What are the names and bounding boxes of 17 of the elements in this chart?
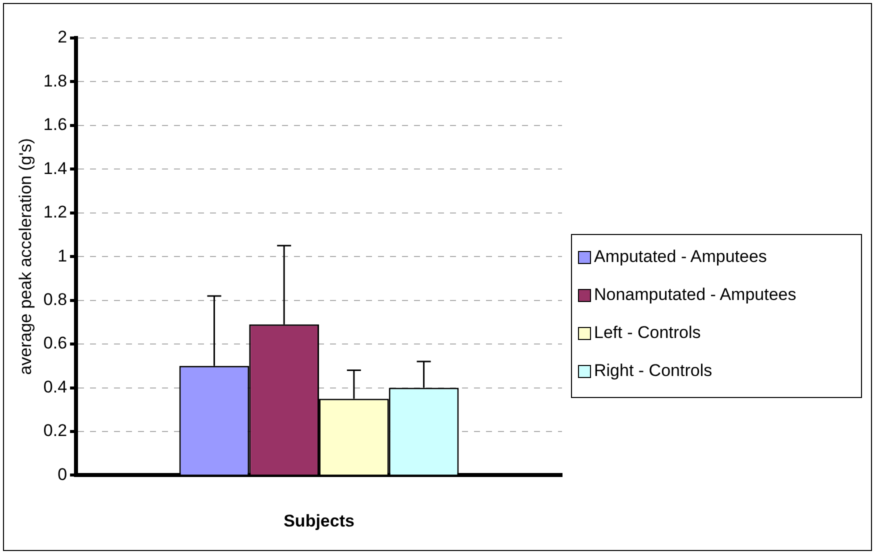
y-tick-label: 0.2 bbox=[43, 421, 68, 440]
y-tick-label: 0.4 bbox=[43, 377, 68, 396]
y-axis-title: average peak acceleration (g's) bbox=[16, 138, 35, 375]
y-tick-label: 0 bbox=[58, 464, 68, 484]
legend-label: Nonamputated - Amputees bbox=[594, 285, 796, 305]
y-tick-label: 1 bbox=[58, 246, 68, 266]
y-tick-label: 0.8 bbox=[43, 290, 68, 310]
y-tick-label: 1.6 bbox=[43, 115, 68, 134]
y-tick-label: 1.2 bbox=[43, 202, 68, 222]
y-tick-label: 1.8 bbox=[43, 71, 68, 90]
legend-label: Right - Controls bbox=[594, 361, 712, 381]
x-axis-title: Subjects bbox=[284, 511, 354, 530]
y-tick-label: 1.4 bbox=[43, 158, 68, 178]
y-tick-label: 0.6 bbox=[43, 334, 68, 353]
legend-label: Amputated - Amputees bbox=[594, 247, 767, 267]
legend-label: Left - Controls bbox=[594, 323, 701, 343]
y-tick-label: 2 bbox=[58, 28, 68, 47]
